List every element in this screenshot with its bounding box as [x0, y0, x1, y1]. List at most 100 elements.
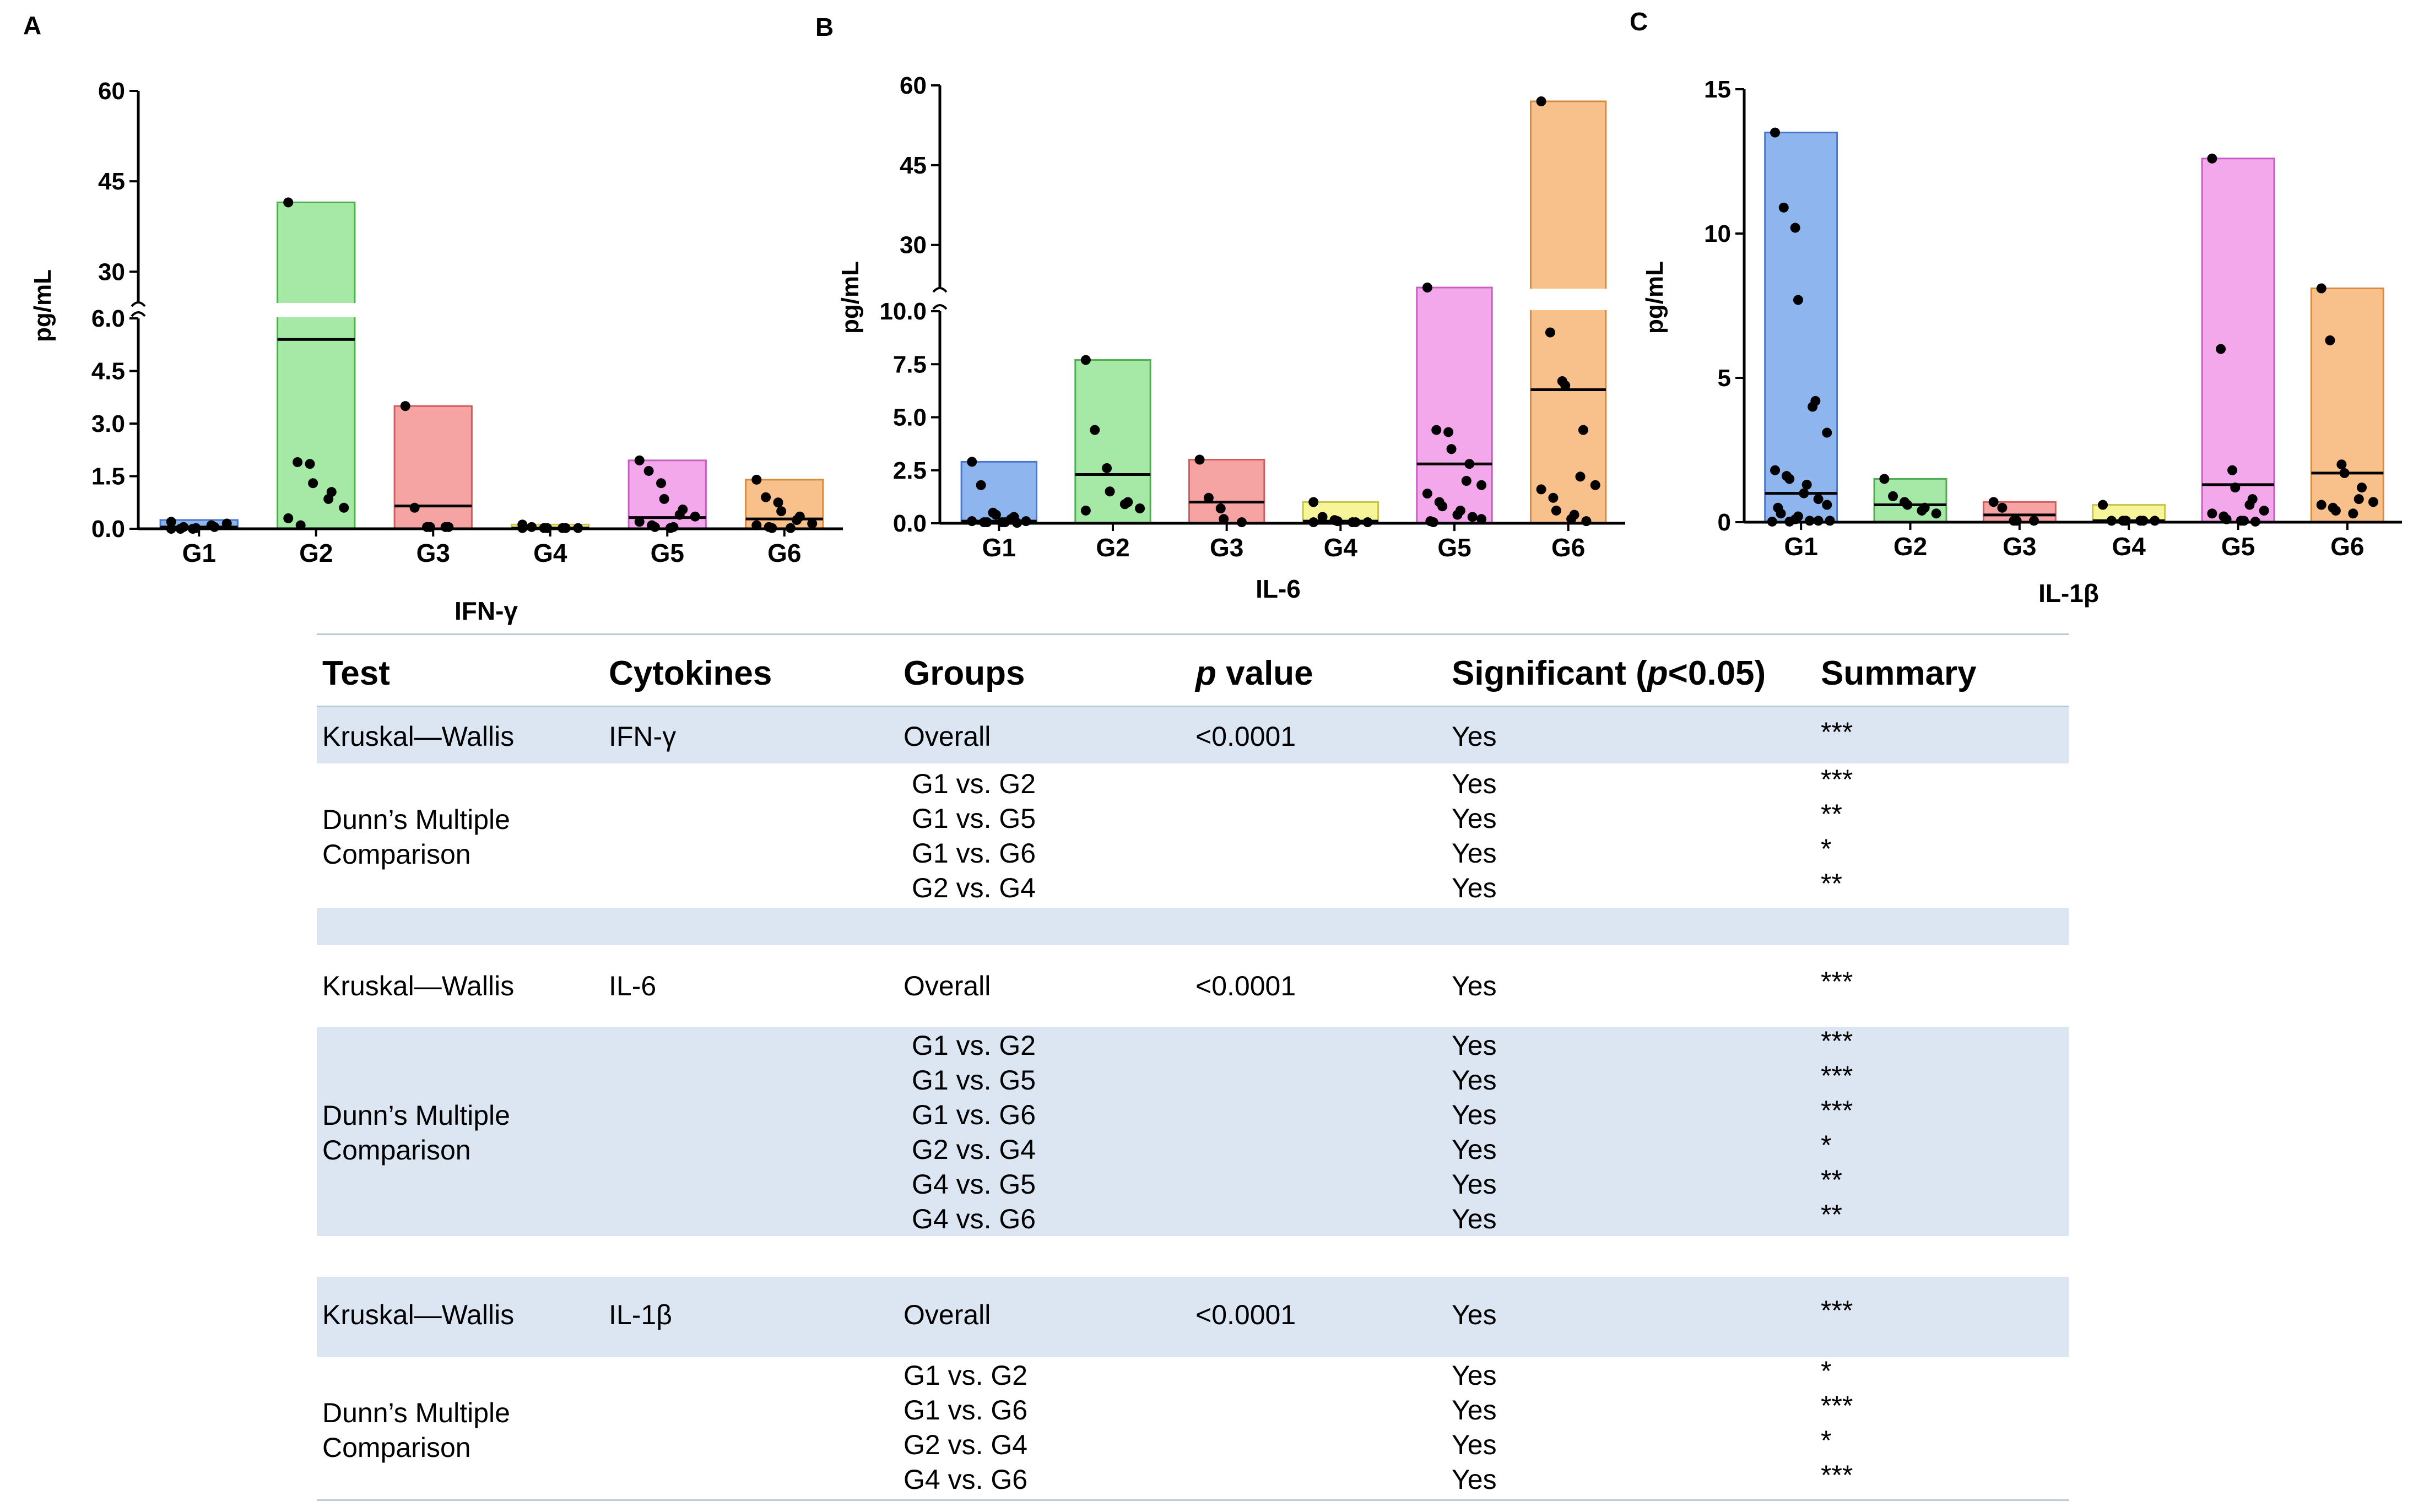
- data-point: [2207, 153, 2217, 164]
- cell-cytokine: IFN-γ: [609, 721, 677, 752]
- table-header-row: Test Cytokines Groups p value Significan…: [317, 633, 2069, 707]
- header-sig-a: Significant (: [1452, 654, 1647, 692]
- cell-group: G1 vs. G2: [912, 1030, 1036, 1061]
- data-point: [400, 401, 410, 411]
- y-tick-label: 3.0: [91, 410, 125, 437]
- y-tick-label: 0.0: [893, 510, 927, 537]
- y-axis-title: pg/mL: [837, 261, 864, 334]
- x-tick-label-g6: G6: [767, 539, 801, 567]
- bar-break-gap: [1528, 289, 1608, 310]
- data-point: [1422, 489, 1432, 499]
- cell-group: G2 vs. G4: [903, 1429, 1028, 1460]
- y-tick-label: 60: [900, 72, 927, 99]
- header-groups: Groups: [903, 654, 1025, 692]
- y-tick-label: 1.5: [91, 463, 125, 490]
- data-point: [761, 492, 771, 502]
- cell-group: G1 vs. G2: [912, 768, 1036, 799]
- cell-significant: Yes: [1452, 1030, 1497, 1061]
- data-point: [1090, 425, 1100, 435]
- y-tick-label: 6.0: [91, 305, 125, 332]
- cell-summary: ***: [1821, 1295, 1853, 1326]
- dunn-line-2: Comparison: [322, 839, 471, 870]
- header-sig-italic: p: [1647, 654, 1668, 692]
- data-point: [166, 517, 176, 527]
- data-point: [1422, 283, 1432, 292]
- cell-summary: ***: [1821, 1060, 1853, 1091]
- data-point: [2216, 344, 2226, 354]
- header-p-italic: p: [1195, 654, 1216, 692]
- y-tick-label: 5: [1718, 365, 1731, 392]
- data-point: [967, 457, 977, 467]
- data-point: [1776, 508, 1786, 519]
- data-point: [527, 522, 537, 532]
- data-point: [1590, 480, 1600, 490]
- data-point: [293, 457, 303, 468]
- cell-group: G4 vs. G6: [912, 1204, 1036, 1234]
- x-tick-label-g2: G2: [1893, 532, 1927, 561]
- x-tick-label-g4: G4: [2112, 532, 2146, 561]
- data-point: [773, 497, 783, 508]
- y-tick-label: 0: [1718, 509, 1731, 536]
- cell-dunn-label: Dunn’s Multiple Comparison: [322, 803, 510, 872]
- bar-g2: [1074, 359, 1151, 524]
- panel-letter-B: B: [815, 13, 834, 41]
- data-point: [991, 510, 1001, 520]
- table-row-il6-dunn: Dunn’s Multiple Comparison G1 vs. G2 Yes …: [317, 1026, 2069, 1236]
- dunn-line-1: Dunn’s Multiple: [322, 1100, 510, 1131]
- data-point: [2150, 516, 2160, 526]
- data-point: [1801, 479, 1812, 490]
- cell-summary: *: [1821, 833, 1832, 864]
- data-point: [1784, 474, 1795, 484]
- charts-svg: A 0.0 1.5 3.0 4.5 6.0 30 45 60 pg/mL G1 G2 G3 G4 G5 G6 I…: [23, 7, 2402, 625]
- header-summary: Summary: [1821, 654, 1977, 692]
- data-point: [339, 502, 349, 513]
- data-point: [690, 511, 700, 522]
- cell-summary: ***: [1821, 764, 1853, 795]
- data-point: [1566, 514, 1577, 524]
- table-row-ifn-overall: Kruskal—Wallis IFN-γ Overall <0.0001 Yes…: [317, 707, 2069, 763]
- cell-significant: Yes: [1452, 1360, 1497, 1391]
- bar-break-gap: [275, 303, 357, 317]
- data-point: [283, 513, 294, 523]
- cell-summary: *: [1821, 1425, 1832, 1456]
- cell-cytokine: IL-1β: [609, 1299, 672, 1330]
- cell-p-value: <0.0001: [1195, 721, 1296, 752]
- data-point: [1194, 454, 1205, 465]
- data-point: [1813, 516, 1824, 526]
- dunn-line-1: Dunn’s Multiple: [322, 1397, 510, 1428]
- data-point: [1476, 514, 1487, 524]
- data-point: [1793, 295, 1803, 305]
- dunn-line-2: Comparison: [322, 1432, 471, 1463]
- x-tick-label-g4: G4: [533, 539, 567, 567]
- header-cytokines: Cytokines: [609, 654, 772, 692]
- cell-group: Overall: [903, 1299, 991, 1330]
- data-point: [1790, 223, 1800, 233]
- axis-break-mark: [932, 304, 948, 310]
- data-point: [807, 518, 818, 529]
- data-point: [1799, 488, 1809, 498]
- table-bottom-rule: [317, 1499, 2069, 1501]
- bar-g2: [277, 201, 356, 530]
- data-point: [643, 465, 654, 476]
- data-point: [1902, 500, 1913, 510]
- y-tick-label: 45: [98, 168, 125, 195]
- bar-g5: [2201, 158, 2275, 523]
- cell-summary: ***: [1821, 1390, 1853, 1421]
- y-tick-label: 30: [900, 232, 927, 259]
- cell-summary: ***: [1821, 966, 1853, 997]
- cell-group: G1 vs. G5: [912, 803, 1036, 834]
- data-point: [2339, 468, 2350, 478]
- data-point: [2135, 516, 2146, 526]
- x-tick-label-g1: G1: [982, 533, 1016, 562]
- x-tick-label-g1: G1: [1784, 532, 1817, 561]
- data-point: [2330, 506, 2341, 516]
- data-point: [659, 494, 669, 504]
- header-p-value: p value: [1195, 654, 1313, 693]
- y-tick-label: 10: [1704, 220, 1731, 247]
- cell-significant: Yes: [1452, 838, 1497, 869]
- cell-test: Kruskal—Wallis: [322, 721, 515, 752]
- cell-test: Kruskal—Wallis: [322, 971, 515, 1001]
- cell-summary: **: [1821, 1164, 1842, 1195]
- cell-group: G4 vs. G6: [903, 1464, 1028, 1495]
- header-p-rest: value: [1216, 654, 1313, 692]
